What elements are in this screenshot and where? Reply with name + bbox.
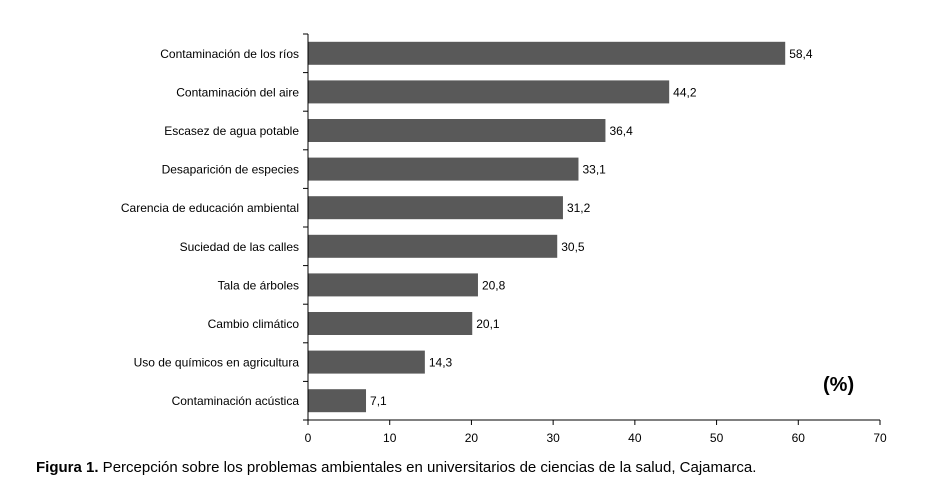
bar-value-label: 20,8 [482, 278, 506, 292]
bar [308, 41, 786, 65]
bar [308, 80, 670, 104]
unit-label: (%) [823, 374, 855, 396]
category-label: Contaminación de los ríos [160, 47, 299, 61]
x-tick-label: 0 [305, 431, 312, 445]
bar [308, 350, 425, 374]
bar-value-label: 14,3 [429, 356, 453, 370]
axes-group: 0 10 20 30 40 50 60 70 [303, 33, 887, 445]
category-label: Uso de químicos en agricultura [134, 356, 300, 370]
category-label: Escasez de agua potable [164, 124, 299, 138]
category-label: Desaparición de especies [162, 163, 299, 177]
bar-value-label: 33,1 [582, 163, 606, 177]
bar [308, 312, 473, 335]
x-tick-label: 50 [710, 431, 724, 445]
figure-caption: Figura 1. Percepción sobre los problemas… [36, 459, 756, 476]
bar-value-label: 20,1 [476, 317, 500, 331]
category-label: Suciedad de las calles [180, 240, 299, 254]
bar [308, 196, 563, 220]
category-label: Tala de árboles [218, 278, 299, 292]
x-tick-label: 30 [546, 431, 560, 445]
category-label: Carencia de educación ambiental [121, 201, 299, 215]
x-tick-label: 60 [792, 431, 806, 445]
bar-value-label: 30,5 [561, 240, 585, 254]
bar [308, 119, 606, 142]
category-label: Cambio climático [208, 317, 300, 331]
x-tick-label: 70 [873, 431, 887, 445]
bars-group: 58,4 Contaminación de los ríos 44,2 Contami… [121, 41, 813, 413]
bar-value-label: 44,2 [673, 85, 697, 99]
x-tick-label: 40 [628, 431, 642, 445]
bar-value-label: 31,2 [567, 201, 591, 215]
bar-value-label: 58,4 [789, 47, 813, 61]
category-label: Contaminación acústica [172, 394, 300, 408]
caption-label: Figura 1. [36, 459, 99, 476]
bar [308, 389, 367, 413]
bar [308, 157, 579, 181]
bar [308, 234, 558, 258]
x-tick-label: 10 [383, 431, 397, 445]
category-label: Contaminación del aire [176, 85, 299, 99]
x-tick-label: 20 [465, 431, 479, 445]
bar-value-label: 7,1 [370, 394, 387, 408]
caption-text: Percepción sobre los problemas ambiental… [98, 459, 757, 476]
bar [308, 273, 478, 297]
bar-value-label: 36,4 [609, 124, 633, 138]
